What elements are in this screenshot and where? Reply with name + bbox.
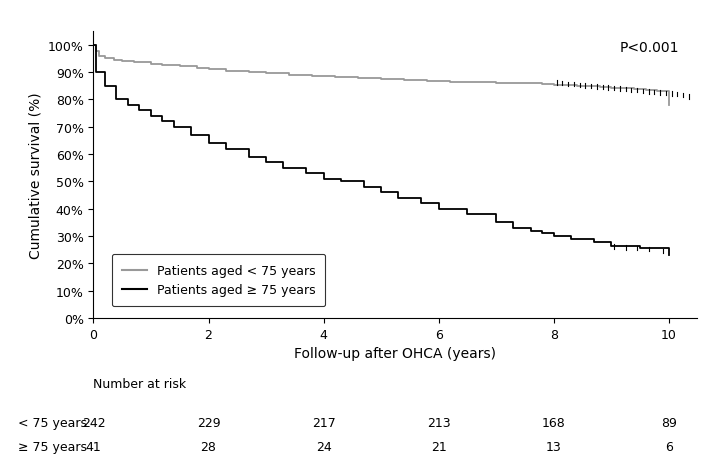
Text: 28: 28 (201, 440, 216, 453)
Patients aged < 75 years (664, 103, 673, 108)
Patients aged ≥ 75 years (92, 70, 101, 76)
Patients aged < 75 years (92, 50, 101, 55)
Patients aged ≥ 75 years (262, 160, 270, 166)
Patients aged < 75 years (584, 85, 592, 90)
Text: 89: 89 (661, 416, 677, 430)
Patients aged < 75 years (607, 86, 615, 91)
Patients aged < 75 years (446, 80, 454, 85)
Patients aged < 75 years (377, 77, 385, 83)
Text: 168: 168 (541, 416, 566, 430)
Text: Number at risk: Number at risk (93, 378, 187, 391)
Text: 6: 6 (665, 440, 672, 453)
Patients aged ≥ 75 years (147, 114, 155, 119)
Patients aged ≥ 75 years (221, 147, 230, 152)
Legend: Patients aged < 75 years, Patients aged ≥ 75 years: Patients aged < 75 years, Patients aged … (111, 254, 326, 307)
Patients aged ≥ 75 years (538, 231, 546, 237)
Text: 13: 13 (546, 440, 562, 453)
Patients aged ≥ 75 years (187, 133, 196, 138)
Text: ≥ 75 years: ≥ 75 years (19, 440, 88, 453)
Patients aged < 75 years (118, 59, 127, 65)
Text: 242: 242 (82, 416, 105, 430)
Patients aged ≥ 75 years (124, 103, 132, 108)
Patients aged < 75 years (308, 74, 316, 80)
Patients aged < 75 years (158, 63, 167, 69)
Text: 41: 41 (86, 440, 101, 453)
Patients aged < 75 years (175, 65, 184, 70)
Patients aged < 75 years (285, 73, 293, 78)
Patients aged < 75 years (244, 70, 253, 76)
Y-axis label: Cumulative survival (%): Cumulative survival (%) (28, 92, 42, 258)
Patients aged ≥ 75 years (526, 228, 535, 234)
Patients aged ≥ 75 years (492, 220, 500, 226)
Patients aged ≥ 75 years (664, 253, 673, 258)
Patients aged ≥ 75 years (319, 177, 328, 182)
Text: P<0.001: P<0.001 (620, 40, 679, 55)
Patients aged < 75 years (469, 81, 477, 86)
Patients aged < 75 years (538, 82, 546, 88)
Patients aged ≥ 75 years (204, 141, 213, 147)
Patients aged ≥ 75 years (377, 190, 385, 196)
Line: Patients aged ≥ 75 years: Patients aged ≥ 75 years (93, 46, 669, 256)
Patients aged < 75 years (618, 86, 627, 91)
Patients aged ≥ 75 years (89, 43, 98, 48)
Patients aged < 75 years (204, 67, 213, 73)
Patients aged ≥ 75 years (509, 226, 518, 231)
Patients aged < 75 years (101, 56, 109, 62)
Patients aged < 75 years (630, 87, 638, 92)
Patients aged < 75 years (262, 71, 270, 77)
Patients aged ≥ 75 years (636, 246, 644, 252)
Patients aged ≥ 75 years (158, 119, 167, 125)
Patients aged < 75 years (561, 83, 569, 89)
Patients aged < 75 years (572, 84, 581, 90)
Patients aged < 75 years (95, 54, 104, 59)
Patients aged ≥ 75 years (590, 239, 598, 245)
Patients aged < 75 years (423, 79, 431, 84)
Patients aged < 75 years (515, 81, 523, 87)
Patients aged < 75 years (400, 78, 408, 84)
Text: 229: 229 (197, 416, 220, 430)
Patients aged < 75 years (89, 43, 98, 48)
Patients aged ≥ 75 years (549, 234, 558, 239)
Patients aged < 75 years (109, 58, 118, 63)
Patients aged ≥ 75 years (463, 212, 472, 217)
Patients aged < 75 years (147, 62, 155, 67)
Patients aged < 75 years (653, 89, 661, 95)
Patients aged < 75 years (354, 76, 362, 81)
Patients aged < 75 years (595, 85, 604, 91)
Text: 24: 24 (316, 440, 331, 453)
Patients aged ≥ 75 years (279, 166, 288, 171)
Patients aged ≥ 75 years (112, 97, 121, 103)
Patients aged < 75 years (492, 81, 500, 86)
Patients aged ≥ 75 years (360, 185, 368, 190)
Patients aged ≥ 75 years (417, 201, 426, 207)
Patients aged < 75 years (331, 75, 339, 81)
Patients aged < 75 years (641, 88, 650, 93)
Patients aged ≥ 75 years (336, 179, 345, 185)
Patients aged ≥ 75 years (567, 237, 575, 242)
Patients aged < 75 years (549, 83, 558, 88)
Patients aged ≥ 75 years (244, 155, 253, 160)
Patients aged ≥ 75 years (135, 108, 144, 114)
Text: 21: 21 (431, 440, 446, 453)
Text: < 75 years: < 75 years (19, 416, 88, 430)
Patients aged < 75 years (193, 66, 201, 71)
Patients aged < 75 years (129, 61, 138, 66)
X-axis label: Follow-up after OHCA (years): Follow-up after OHCA (years) (295, 347, 496, 361)
Patients aged ≥ 75 years (101, 84, 109, 89)
Patients aged ≥ 75 years (394, 196, 403, 201)
Patients aged ≥ 75 years (434, 207, 443, 212)
Patients aged ≥ 75 years (302, 171, 311, 177)
Patients aged ≥ 75 years (607, 243, 615, 249)
Text: 213: 213 (427, 416, 450, 430)
Patients aged ≥ 75 years (170, 125, 178, 130)
Line: Patients aged < 75 years: Patients aged < 75 years (93, 46, 669, 106)
Patients aged < 75 years (221, 69, 230, 74)
Text: 217: 217 (311, 416, 336, 430)
